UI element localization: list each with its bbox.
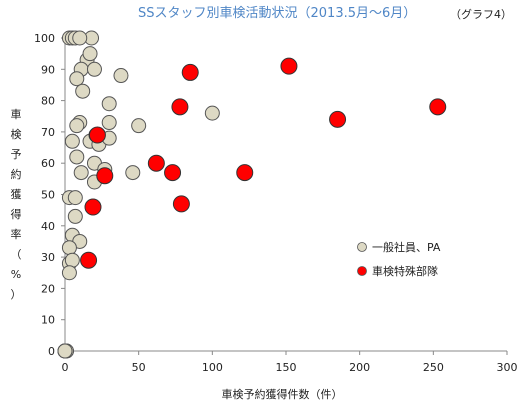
point-special-team (147, 154, 165, 172)
y-axis-title-char: 約 (11, 167, 22, 181)
point-general-staff (131, 118, 147, 134)
y-tick-label: 60 (41, 157, 55, 170)
point-special-team (172, 195, 190, 213)
legend: 一般社員、PA 車検特殊部隊 (357, 240, 441, 278)
point-special-team (181, 63, 199, 81)
point-special-team (96, 167, 114, 185)
x-tick-label: 150 (276, 361, 297, 374)
point-special-team (171, 98, 189, 116)
point-special-team (164, 164, 182, 182)
x-tick-label: 200 (349, 361, 370, 374)
y-tick-label: 90 (41, 63, 55, 76)
y-axis-title-char: 獲 (11, 188, 22, 201)
point-general-staff (69, 118, 85, 134)
y-tick-label: 50 (41, 189, 55, 202)
y-tick-label: 30 (41, 251, 55, 264)
x-tick-label: 50 (132, 361, 146, 374)
y-tick-label: 40 (41, 220, 55, 233)
point-general-staff (75, 83, 91, 99)
y-axis-title-char: （ (11, 248, 22, 261)
y-axis-title-char: % (11, 268, 21, 281)
point-general-staff (86, 61, 102, 77)
point-special-team (280, 57, 298, 75)
y-axis-title-char: 車 (11, 107, 22, 121)
point-special-team (329, 110, 347, 128)
point-general-staff (69, 71, 85, 87)
point-general-staff (113, 68, 129, 84)
point-general-staff (57, 343, 73, 359)
x-tick-label: 0 (62, 361, 69, 374)
y-axis-title-char: 得 (11, 208, 22, 221)
point-special-team (80, 251, 98, 269)
point-general-staff (67, 190, 83, 206)
point-general-staff (61, 240, 77, 256)
y-tick-label: 10 (41, 314, 55, 327)
x-tick-label: 100 (202, 361, 223, 374)
chart-title: SSスタッフ別車検活動状況（2013.5月～6月） (138, 6, 416, 21)
tick-labels: 0 10 20 30 40 50 60 70 80 90 100 0 50 100 150 200 250 300 (34, 32, 518, 374)
point-general-staff (69, 149, 85, 165)
y-axis-title-char: 検 (11, 127, 22, 141)
point-general-staff (72, 30, 88, 46)
point-general-staff (73, 165, 89, 181)
y-tick-label: 20 (41, 282, 55, 295)
y-tick-label: 0 (48, 345, 55, 358)
y-tick-label: 70 (41, 126, 55, 139)
legend-marker-special (357, 266, 367, 276)
y-axis-title-char: 予 (11, 148, 22, 161)
x-tick-label: 300 (497, 361, 518, 374)
x-axis-title: 車検予約獲得件数（件） (222, 387, 343, 401)
y-tick-label: 80 (41, 95, 55, 108)
point-general-staff (67, 208, 83, 224)
point-general-staff (204, 105, 220, 121)
point-special-team (88, 126, 106, 144)
point-general-staff (64, 133, 80, 149)
axes (64, 34, 507, 352)
point-general-staff (125, 165, 141, 181)
x-tick-label: 250 (423, 361, 444, 374)
point-special-team (429, 98, 447, 116)
legend-label-special: 車検特殊部隊 (372, 264, 438, 278)
legend-label-general: 一般社員、PA (372, 240, 441, 254)
point-general-staff (101, 96, 117, 112)
point-general-staff (101, 115, 117, 131)
y-tick-label: 100 (34, 32, 55, 45)
data-points (57, 30, 447, 359)
point-general-staff (64, 252, 80, 268)
point-general-staff (61, 265, 77, 281)
chart-tag: （グラフ4） (450, 7, 512, 21)
point-general-staff (82, 46, 98, 62)
legend-marker-general (357, 242, 367, 252)
point-special-team (84, 198, 102, 216)
point-special-team (236, 164, 254, 182)
y-axis-title-char: 率 (11, 227, 22, 241)
y-axis-title-char: ） (11, 288, 22, 301)
